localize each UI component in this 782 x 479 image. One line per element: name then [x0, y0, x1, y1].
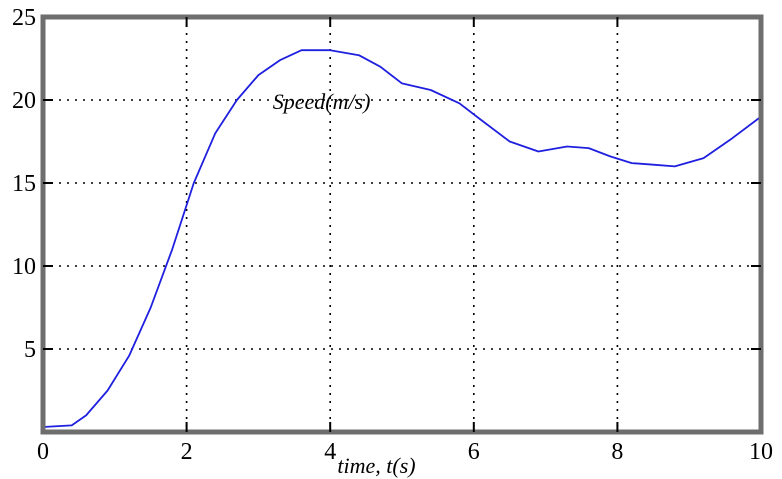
x-tick-label-2: 2	[181, 439, 193, 465]
ticks-layer	[43, 17, 761, 432]
x-tick-label-10: 10	[749, 439, 773, 465]
speed-series-line	[42, 49, 762, 428]
y-tick-label-15: 15	[12, 171, 36, 197]
labels-layer: 0 2 4 6 8 10 5 10 15 20 25	[12, 5, 773, 465]
grid-layer	[43, 17, 761, 432]
y-tick-label-10: 10	[12, 254, 36, 280]
x-axis-label: time, t(s)	[337, 453, 415, 478]
y-tick-label-25: 25	[12, 5, 36, 31]
plot-frame	[40, 14, 764, 435]
x-tick-label-8: 8	[611, 439, 623, 465]
x-tick-label-4: 4	[324, 439, 336, 465]
y-tick-label-20: 20	[12, 88, 36, 114]
x-tick-label-6: 6	[468, 439, 480, 465]
y-tick-label-5: 5	[24, 337, 36, 363]
speed-annotation: Speed(m/s)	[273, 89, 371, 114]
x-tick-label-0: 0	[37, 439, 49, 465]
series-layer	[42, 49, 762, 428]
